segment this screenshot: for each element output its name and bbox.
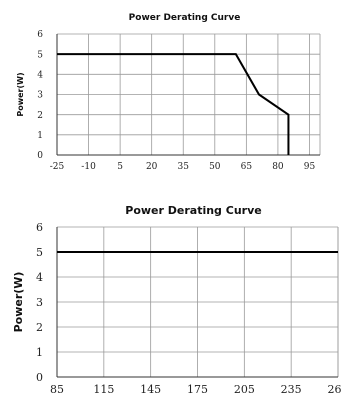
chart-0-x-tick-label-6: 65 [241,162,253,172]
chart-0-y-tick-label-5: 5 [37,50,43,60]
chart-1-y-tick-label-1: 1 [36,346,43,359]
chart-0-title: Power Derating Curve [129,13,241,23]
chart-0-y-tick-label-3: 3 [37,91,43,101]
chart-1-x-tick-label-0: 85 [50,383,64,396]
chart-1-y-label: Power(W) [12,272,25,333]
chart-0-x-tick-label-2: 5 [117,162,123,172]
chart-1-y-tick-label-0: 0 [36,371,43,384]
chart-1-x-tick-label-2: 145 [140,383,161,396]
chart-0-y-tick-label-2: 2 [37,111,43,121]
chart-0-y-tick-label-4: 4 [37,70,43,80]
chart-0-y-label: Power(W) [16,72,25,116]
chart-1-x-tick-label-5: 235 [281,383,302,396]
chart-0-y-tick-label-6: 6 [37,30,43,40]
chart-1-x-tick-label-6: 265 [328,383,342,396]
chart-1-y-tick-label-6: 6 [36,221,43,234]
chart-1-x-tick-label-4: 205 [234,383,255,396]
chart-1-y-tick-label-5: 5 [36,246,43,259]
chart-1-y-tick-label-4: 4 [36,271,43,284]
chart-0-x-tick-label-5: 50 [209,162,221,172]
chart-1-x-tick-label-1: 115 [93,383,114,396]
chart-0-x-tick-label-8: 95 [304,162,316,172]
chart-0-x-tick-label-1: -10 [81,162,96,172]
chart-0-y-tick-label-0: 0 [37,151,43,161]
chart-1-title: Power Derating Curve [125,204,261,217]
chart-1-y-tick-label-2: 2 [36,321,43,334]
chart-1-y-tick-label-3: 3 [36,296,43,309]
chart-0-series-0-line [57,53,290,155]
chart-0-x-tick-label-3: 20 [146,162,158,172]
chart-0-y-tick-label-1: 1 [37,131,43,141]
chart-1-x-tick-label-3: 175 [187,383,208,396]
chart-0-x-tick-label-4: 35 [178,162,190,172]
chart-0-x-tick-label-7: 80 [272,162,284,172]
chart-0-x-tick-label-0: -25 [50,162,65,172]
